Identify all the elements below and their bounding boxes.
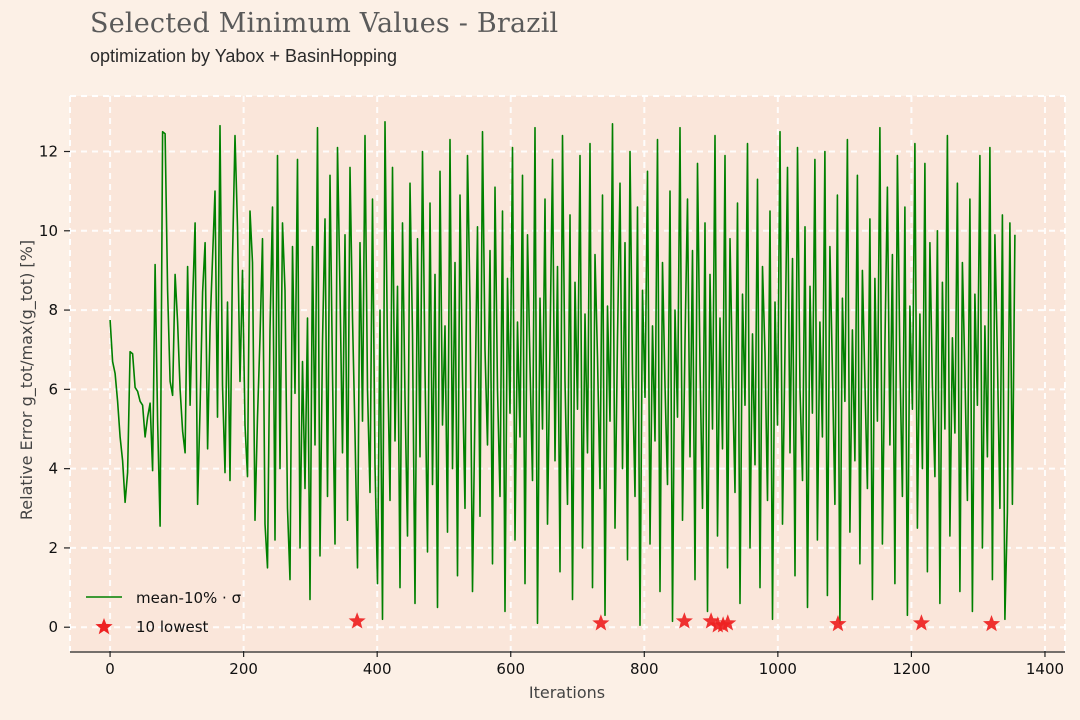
y-tick-label: 2 xyxy=(48,539,58,557)
lowest-star-marker xyxy=(702,612,720,629)
x-tick-label: 200 xyxy=(229,660,258,678)
lowest-star-marker xyxy=(348,612,366,629)
x-tick-label: 1400 xyxy=(1026,660,1064,678)
series-lowest-markers xyxy=(348,612,1001,633)
y-tick-label: 12 xyxy=(39,143,58,161)
x-tick-label: 600 xyxy=(496,660,525,678)
lowest-star-marker xyxy=(912,614,930,631)
x-axis-label: Iterations xyxy=(529,683,605,702)
x-tick-label: 1200 xyxy=(892,660,930,678)
y-tick-label: 0 xyxy=(48,618,58,636)
legend-label-mean: mean-10% · σ xyxy=(136,589,242,607)
chart-title: Selected Minimum Values - Brazil xyxy=(90,8,559,39)
y-axis: 0 2 4 6 8 10 12 xyxy=(39,143,70,636)
lowest-star-marker xyxy=(829,615,847,632)
lowest-star-marker xyxy=(714,616,732,633)
lowest-star-marker xyxy=(719,614,737,631)
y-tick-label: 6 xyxy=(48,380,58,398)
x-tick-label: 800 xyxy=(630,660,659,678)
y-tick-label: 8 xyxy=(48,301,58,319)
legend-star-symbol xyxy=(95,618,113,635)
chart-subtitle: optimization by Yabox + BasinHopping xyxy=(90,46,398,66)
series-mean-line xyxy=(109,121,1016,627)
lowest-star-marker xyxy=(675,612,693,629)
x-tick-label: 1000 xyxy=(759,660,797,678)
y-axis-label: Relative Error g_tot/max(g_tot) [%] xyxy=(17,240,37,520)
series-line-path xyxy=(109,121,1016,627)
x-tick-label: 400 xyxy=(363,660,392,678)
lowest-star-marker xyxy=(983,615,1001,632)
x-axis: 0 200 400 600 800 1000 1200 1400 xyxy=(70,651,1065,678)
legend: mean-10% · σ 10 lowest xyxy=(86,589,242,636)
x-tick-label: 0 xyxy=(105,660,115,678)
legend-label-lowest: 10 lowest xyxy=(136,618,209,636)
y-tick-label: 10 xyxy=(39,222,58,240)
lowest-star-marker xyxy=(592,614,610,631)
y-tick-label: 4 xyxy=(48,460,58,478)
